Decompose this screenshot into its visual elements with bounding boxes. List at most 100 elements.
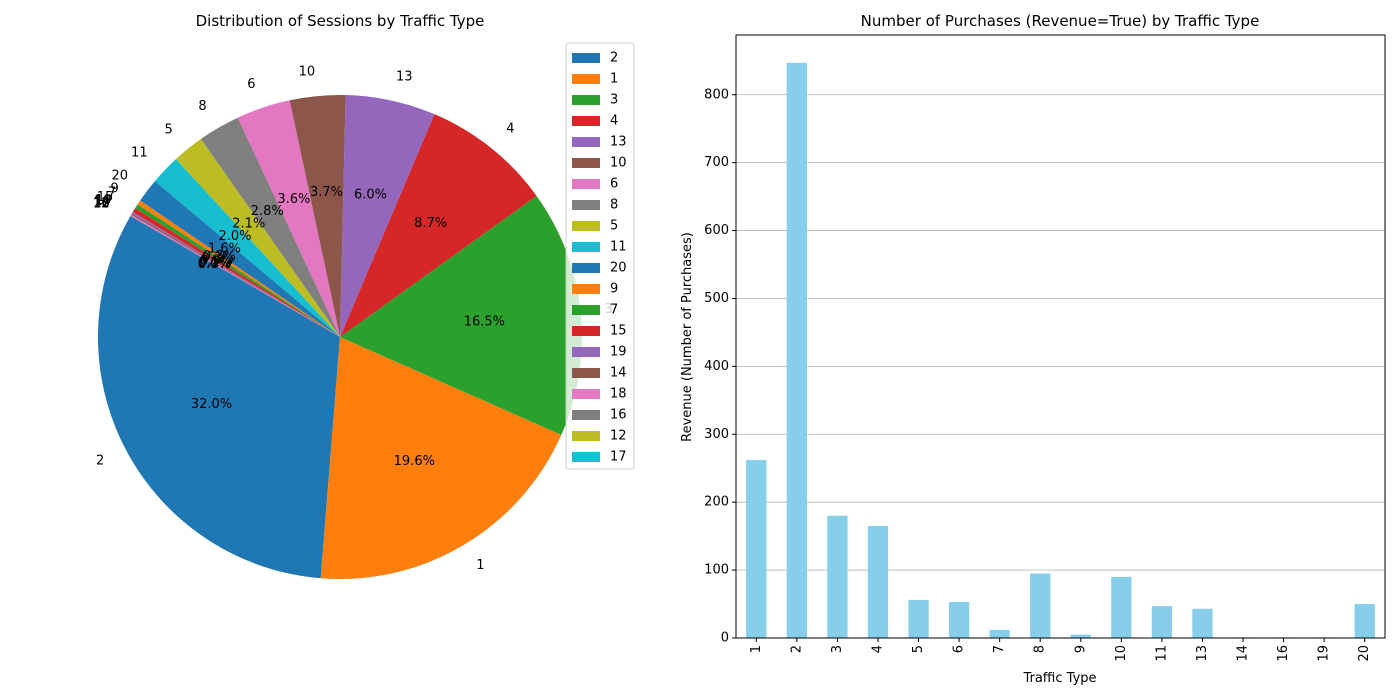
pie-slice-11 (154, 159, 340, 337)
pie-percent-9: 0.3% (203, 249, 236, 264)
y-tick-label-300: 300 (704, 427, 729, 442)
bar-y-ticks: 0 100 200 300 400 500 600 700 800 (704, 87, 736, 646)
legend-label-18: 18 (610, 387, 627, 402)
legend-swatch-11 (572, 242, 600, 252)
bar-traffic-type-6 (948, 602, 970, 638)
y-tick-label-500: 500 (704, 291, 729, 306)
x-tick-label-9: 9 (1073, 645, 1088, 653)
pie-label-16: 16 (93, 196, 110, 211)
pie-label-8: 8 (198, 99, 206, 114)
bar-traffic-type-10 (1111, 576, 1132, 638)
legend-swatch-14 (572, 368, 600, 378)
x-tick-label-4: 4 (871, 645, 886, 653)
x-tick-label-14: 14 (1236, 645, 1251, 662)
x-tick-label-10: 10 (1114, 645, 1129, 662)
pie-slice-2 (97, 216, 340, 579)
legend-label-17: 17 (610, 450, 627, 465)
pie-percent-19: 0.1% (199, 255, 232, 270)
legend-swatch-1 (572, 74, 600, 84)
legend-label-15: 15 (610, 324, 627, 339)
x-tick-label-8: 8 (1033, 645, 1048, 653)
legend-swatch-7 (572, 305, 600, 315)
x-tick-label-3: 3 (830, 645, 845, 653)
pie-percent-13: 6.0% (354, 188, 387, 203)
bar-chart-title: Number of Purchases (Revenue=True) by Tr… (861, 12, 1260, 30)
bar-x-ticks: 1 2 3 4 5 6 7 8 9 10 11 13 14 16 19 20 (749, 638, 1372, 662)
legend-swatch-12 (572, 431, 600, 441)
pie-label-2: 2 (96, 453, 104, 468)
bar-chart-panel: Number of Purchases (Revenue=True) by Tr… (680, 12, 1386, 686)
pie-percent-20: 1.6% (208, 242, 241, 257)
pie-slice-8 (200, 117, 340, 337)
x-tick-label-5: 5 (911, 645, 926, 653)
legend-swatch-20 (572, 263, 600, 273)
pie-percent-1: 19.6% (394, 454, 435, 469)
pie-label-15: 15 (97, 190, 114, 205)
pie-percent-14: 0.1% (198, 256, 231, 271)
legend-swatch-2 (572, 53, 600, 63)
legend-swatch-9 (572, 284, 600, 294)
pie-label-4: 4 (506, 122, 514, 137)
bar-series (746, 62, 1375, 638)
x-tick-label-7: 7 (992, 645, 1007, 653)
pie-chart-title: Distribution of Sessions by Traffic Type (196, 12, 485, 30)
legend-label-13: 13 (610, 135, 627, 150)
y-tick-label-0: 0 (721, 631, 729, 646)
pie-slice-3 (340, 195, 582, 435)
pie-percent-6: 3.6% (277, 192, 310, 207)
legend-swatch-3 (572, 95, 600, 105)
pie-label-6: 6 (247, 77, 255, 92)
pie-percent-8: 2.8% (251, 204, 284, 219)
pie-slice-4 (340, 114, 537, 338)
legend-label-11: 11 (610, 240, 627, 255)
legend-label-20: 20 (610, 261, 627, 276)
pie-label-5: 5 (165, 122, 173, 137)
legend-swatch-16 (572, 410, 600, 420)
legend-label-4: 4 (610, 114, 618, 129)
bar-traffic-type-2 (786, 62, 807, 638)
legend-label-8: 8 (610, 198, 618, 213)
pie-percent-11: 2.0% (218, 229, 251, 244)
pie-slice-20 (140, 181, 340, 337)
pie-label-13: 13 (396, 69, 413, 84)
bar-traffic-type-4 (867, 525, 889, 638)
y-tick-label-600: 600 (704, 223, 729, 238)
bar-traffic-type-1 (746, 460, 767, 638)
x-tick-label-2: 2 (789, 645, 804, 653)
pie-percent-10: 3.7% (310, 185, 343, 200)
bar-traffic-type-9 (1070, 634, 1091, 638)
pie-label-17: 17 (93, 196, 110, 211)
pie-slice-5 (175, 139, 340, 337)
bar-traffic-type-13 (1192, 608, 1213, 638)
pie-label-18: 18 (93, 196, 110, 211)
legend-label-9: 9 (610, 282, 618, 297)
pie-slice-6 (237, 100, 340, 337)
pie-label-20: 20 (111, 169, 128, 184)
legend-label-2: 2 (610, 51, 618, 66)
pie-label-19: 19 (95, 193, 112, 208)
y-tick-label-200: 200 (704, 495, 729, 510)
legend-swatch-15 (572, 326, 600, 336)
pie-slice-10 (289, 94, 346, 338)
pie-percent-17: 0.0% (198, 257, 231, 272)
x-tick-label-1: 1 (749, 645, 764, 653)
pie-label-7: 7 (108, 186, 116, 201)
pie-label-14: 14 (94, 194, 111, 209)
legend-label-10: 10 (610, 156, 627, 171)
pie-slices (97, 94, 582, 579)
pie-percent-18: 0.1% (198, 257, 231, 272)
pie-label-10: 10 (299, 65, 316, 80)
y-tick-label-800: 800 (704, 87, 729, 102)
legend-label-7: 7 (610, 303, 618, 318)
pie-slice-14 (131, 213, 340, 337)
x-tick-label-6: 6 (952, 645, 967, 653)
pie-label-11: 11 (131, 146, 148, 161)
bar-traffic-type-7 (989, 629, 1010, 638)
bar-y-axis-label: Revenue (Number of Purchases) (680, 232, 695, 442)
pie-chart-panel: Distribution of Sessions by Traffic Type… (93, 12, 635, 579)
legend-label-12: 12 (610, 429, 627, 444)
legend-swatch-10 (572, 158, 600, 168)
legend-label-19: 19 (610, 345, 627, 360)
pie-label-12: 12 (93, 196, 110, 211)
